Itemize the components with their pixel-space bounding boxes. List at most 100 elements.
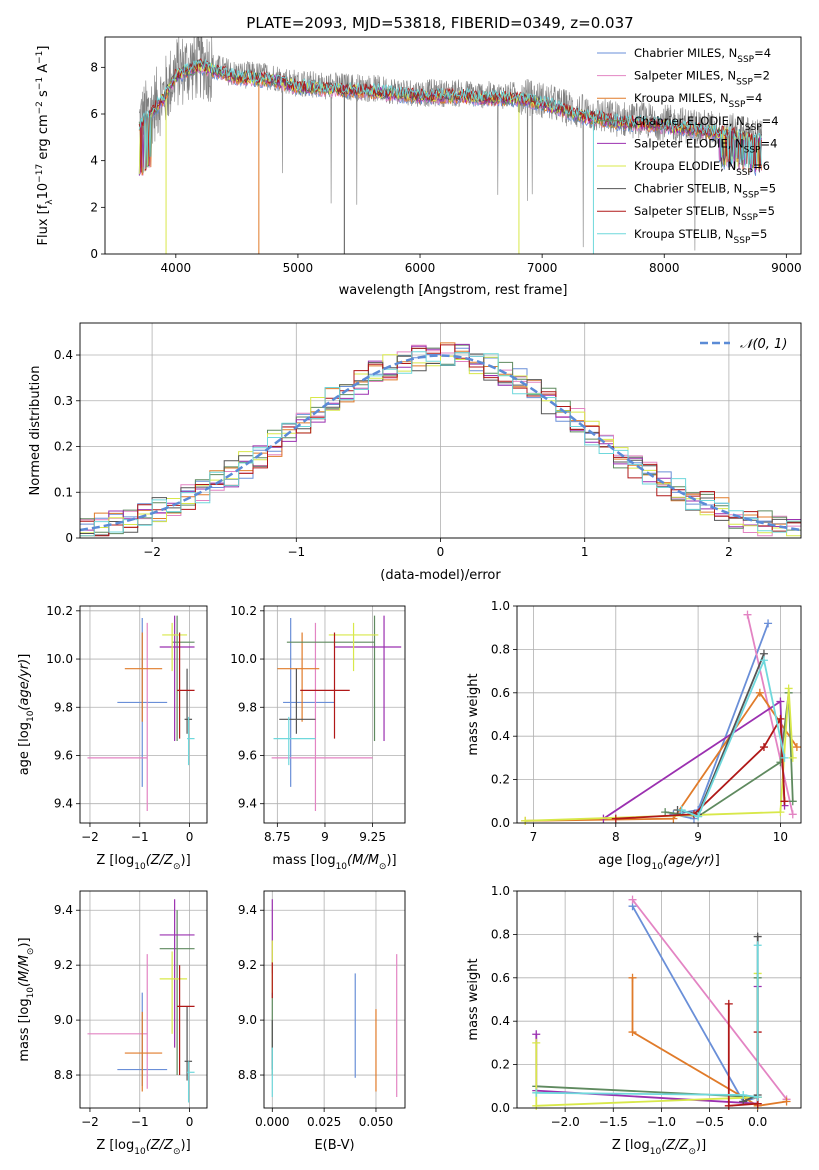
axes-frame: [104, 36, 802, 255]
weight-point-marker: [788, 753, 797, 762]
weight-point-marker: [628, 973, 637, 982]
y-tick-label: 0.3: [54, 394, 73, 408]
x-tick-label: 0.0: [748, 1115, 767, 1129]
weight-point-marker: [611, 814, 620, 823]
panel-x-label: E(B-V): [314, 1138, 354, 1153]
weight-series-line: [536, 945, 759, 1099]
z-weight-panel: −2.0 −1.5 −1.0 −0.5 0.0 0.0 0.2 0.4 0.6 0.8 1.0 Z […: [466, 884, 802, 1157]
label-part: Chabrier MILES, N: [634, 46, 737, 60]
x-tick-label: 0: [186, 830, 194, 844]
label-part: Kroupa ELODIE, N: [634, 159, 736, 173]
y-tick-label: 9.4: [54, 797, 73, 811]
x-tick-label: 0.025: [307, 1115, 341, 1129]
weight-point-marker: [532, 1101, 541, 1110]
label-part: )]: [17, 937, 32, 947]
y-tick-label: 9.2: [238, 958, 257, 972]
label-part: =5: [750, 227, 767, 241]
label-part: ]: [36, 46, 51, 51]
y-tick-label: 0.2: [491, 1058, 510, 1072]
model-spectrum-line: [138, 59, 762, 170]
label-part: age [log: [598, 853, 651, 868]
weight-point-marker: [776, 697, 785, 706]
label-part: )]: [181, 1138, 191, 1153]
z-age-panel: −2 −1 09.49.69.810.010.2Z [log10(Z/Z⊙)]age…: [17, 604, 208, 872]
label-part: SSP: [737, 55, 754, 65]
weight-point-marker: [784, 684, 793, 693]
label-part: −1: [35, 77, 45, 90]
axes-frame: [79, 605, 208, 824]
weight-series-line: [631, 899, 788, 1100]
weight-point-marker: [628, 1028, 637, 1037]
x-tick-label: 0.000: [255, 1115, 289, 1129]
label-part: =2: [753, 69, 770, 83]
weight-point-marker: [755, 688, 764, 697]
label-part: (age/yr): [663, 853, 715, 868]
label-part: ⊙: [173, 1147, 181, 1157]
label-part: SSP: [729, 100, 746, 110]
histogram-step-line: [80, 351, 801, 537]
weight-point-marker: [694, 812, 703, 821]
label-part: A: [36, 64, 51, 77]
label-part: =5: [758, 204, 775, 218]
label-part: mass [log: [17, 998, 32, 1061]
label-part: s: [36, 90, 51, 101]
label-part: (age/yr): [17, 659, 32, 711]
residual-x-label: (data-model)/error: [380, 568, 501, 583]
panel-x-label: mass [log10(M/M⊙)]: [272, 853, 396, 872]
label-part: 10: [134, 1147, 146, 1157]
label-part: Flux [f: [36, 204, 51, 245]
label-part: ⊙: [688, 1147, 696, 1157]
label-part: ⊙: [26, 948, 36, 956]
y-tick-label: 8.8: [54, 1068, 73, 1082]
legend-entry-label: Chabrier MILES, NSSP=4: [634, 46, 771, 65]
weight-point-marker: [661, 808, 670, 817]
axes-frame: [263, 890, 406, 1109]
label-part: 10: [651, 862, 663, 872]
label-part: SSP: [736, 168, 753, 178]
y-tick-label: 0.8: [491, 642, 510, 656]
weight-point-marker: [780, 753, 789, 762]
axes-frame: [516, 890, 802, 1109]
label-part: Kroupa STELIB, N: [634, 227, 734, 241]
weight-series-line: [746, 614, 794, 815]
y-tick-label: 10.2: [46, 604, 73, 618]
label-part: =4: [762, 114, 779, 128]
label-part: =6: [753, 159, 770, 173]
x-tick-label: −0.5: [695, 1115, 724, 1129]
label-part: SSP: [741, 213, 758, 223]
axes-frame: [79, 890, 208, 1109]
panel-y-label: mass [log10(M/M⊙)]: [17, 937, 36, 1061]
label-part: )]: [386, 853, 396, 868]
y-tick-label: 9.0: [54, 1013, 73, 1027]
x-tick-label: 2: [725, 545, 733, 559]
label-part: =4: [761, 136, 778, 150]
weight-series-line: [665, 692, 794, 818]
y-tick-label: 0.6: [491, 971, 510, 985]
y-tick-label: 2: [90, 200, 98, 214]
y-tick-label: 0: [65, 531, 73, 545]
label-part: 10: [336, 862, 348, 872]
y-tick-label: 0.0: [491, 816, 510, 830]
weight-point-marker: [780, 797, 789, 806]
x-tick-label: −1: [131, 830, 149, 844]
y-tick-label: 0.2: [491, 773, 510, 787]
y-tick-label: 0: [90, 247, 98, 261]
weight-point-marker: [532, 1038, 541, 1047]
legend-entry-label: Kroupa MILES, NSSP=4: [634, 91, 762, 110]
label-part: ]: [17, 654, 32, 659]
mass-age-panel: 8.75 9 9.25 9.4 9.6 9.8 10.0 10.2 mass [log10(M/…: [230, 604, 406, 872]
x-tick-label: 9: [694, 830, 702, 844]
legend-entry-label: Salpeter ELODIE, NSSP=4: [634, 136, 777, 155]
x-tick-label: −1.0: [647, 1115, 676, 1129]
label-part: (M/M: [17, 955, 32, 987]
x-tick-label: −2: [143, 545, 161, 559]
weight-point-marker: [788, 810, 797, 819]
y-tick-label: 0.4: [54, 348, 73, 362]
label-part: ]: [715, 853, 720, 868]
y-tick-label: 9.0: [238, 1013, 257, 1027]
weight-point-marker: [776, 808, 785, 817]
y-tick-label: 10.0: [46, 652, 73, 666]
residual-y-label: Normed distribution: [28, 366, 43, 496]
label-part: =4: [745, 91, 762, 105]
label-part: 10: [650, 1147, 662, 1157]
